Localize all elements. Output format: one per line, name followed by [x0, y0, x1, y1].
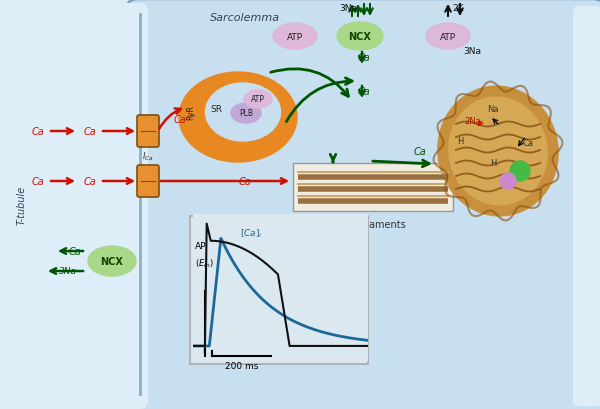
Ellipse shape [273, 24, 317, 50]
Text: Sarcolemma: Sarcolemma [210, 13, 280, 23]
Text: SR: SR [210, 105, 222, 114]
Text: NCX: NCX [349, 32, 371, 42]
FancyBboxPatch shape [573, 7, 600, 406]
Text: Myofilaments: Myofilaments [340, 220, 406, 229]
Text: H: H [490, 159, 496, 168]
Text: Ca: Ca [413, 147, 427, 157]
Text: Na: Na [487, 105, 499, 114]
Ellipse shape [244, 91, 272, 109]
FancyArrowPatch shape [286, 79, 352, 122]
Circle shape [510, 162, 530, 182]
Text: H: H [457, 137, 463, 146]
Ellipse shape [426, 24, 470, 50]
Text: Ca: Ca [32, 127, 44, 137]
Text: 200 ms: 200 ms [224, 361, 258, 370]
Text: Ca: Ca [239, 177, 251, 187]
Text: RyR: RyR [187, 105, 196, 120]
Text: Ca: Ca [83, 127, 97, 137]
Text: 2K: 2K [452, 4, 464, 13]
Text: Ca: Ca [68, 246, 82, 256]
Text: 3Na: 3Na [339, 4, 357, 13]
FancyBboxPatch shape [190, 216, 368, 364]
FancyBboxPatch shape [293, 164, 453, 211]
Ellipse shape [88, 246, 136, 276]
Ellipse shape [206, 84, 281, 142]
Text: Ca: Ca [83, 177, 97, 187]
Text: 3Na: 3Na [59, 267, 77, 276]
Text: ATP: ATP [251, 95, 265, 104]
FancyArrowPatch shape [373, 161, 429, 167]
Text: AP: AP [194, 242, 206, 251]
Text: $(E_m)$: $(E_m)$ [194, 257, 214, 270]
Text: Ca: Ca [173, 115, 187, 125]
Text: Ca: Ca [358, 87, 371, 97]
Circle shape [500, 173, 516, 189]
Text: T-tubule: T-tubule [17, 185, 27, 224]
Text: ATP: ATP [287, 32, 303, 41]
Ellipse shape [438, 87, 558, 216]
Text: NCX: NCX [101, 256, 124, 266]
Text: ATP: ATP [440, 32, 456, 41]
Text: Ca: Ca [523, 139, 533, 148]
FancyBboxPatch shape [137, 116, 159, 148]
FancyArrowPatch shape [271, 70, 349, 97]
FancyBboxPatch shape [137, 166, 159, 198]
Text: $I_{Ca}$: $I_{Ca}$ [142, 151, 154, 163]
Text: Ca: Ca [32, 177, 44, 187]
Text: $[Ca]_i$: $[Ca]_i$ [240, 227, 263, 239]
Ellipse shape [449, 98, 547, 205]
FancyBboxPatch shape [0, 4, 148, 409]
Ellipse shape [179, 73, 297, 163]
Text: 3Na: 3Na [463, 47, 481, 56]
FancyBboxPatch shape [126, 0, 600, 409]
Text: PLB: PLB [239, 109, 253, 118]
Text: 2Na: 2Na [464, 117, 481, 126]
Ellipse shape [231, 104, 261, 124]
Ellipse shape [337, 23, 383, 51]
Text: Ca: Ca [358, 53, 371, 63]
